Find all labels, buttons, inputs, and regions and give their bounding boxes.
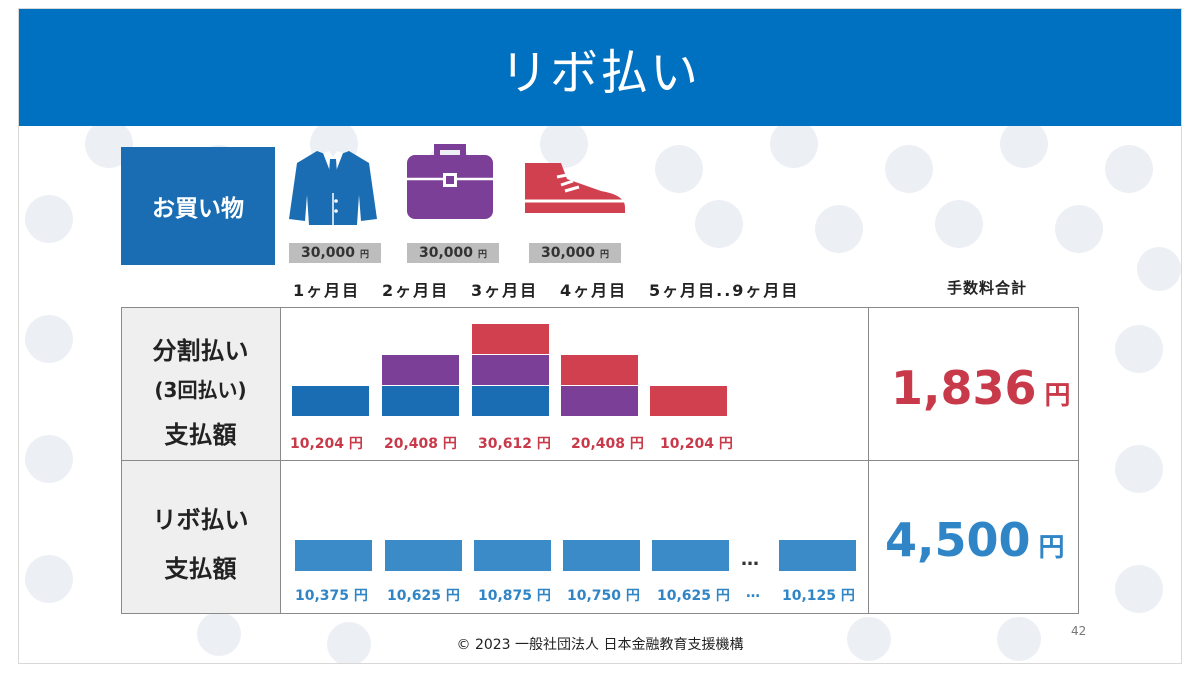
revolving-bar-4 bbox=[563, 540, 640, 571]
month-label-2: 2ヶ月目 bbox=[382, 281, 450, 300]
revolving-amount-3: 10,875 円 bbox=[478, 588, 551, 604]
revolving-amount-5: 10,625 円 bbox=[657, 588, 730, 604]
price-tag-shoe: 30,000 円 bbox=[529, 243, 621, 263]
jacket-icon bbox=[289, 151, 377, 225]
table-border-left bbox=[121, 307, 122, 614]
page-number: 42 bbox=[1071, 624, 1087, 638]
revolving-bar-ellipsis: … bbox=[741, 549, 759, 570]
installment-bar-m3-seg3 bbox=[472, 324, 549, 354]
installment-bar-m2-seg2 bbox=[382, 355, 459, 385]
price-unit: 円 bbox=[600, 249, 610, 260]
revolving-bar-3 bbox=[474, 540, 551, 571]
table-border-bottom bbox=[121, 613, 1079, 614]
price-unit: 円 bbox=[478, 249, 488, 260]
installment-bar-m3-seg1 bbox=[472, 386, 549, 416]
table-border-middle bbox=[121, 460, 1079, 461]
installment-fee-total: 1,836 円 bbox=[891, 361, 1071, 415]
revolving-amount-1: 10,375 円 bbox=[295, 588, 368, 604]
table-border-top bbox=[121, 307, 1079, 308]
month-label-3: 3ヶ月目 bbox=[471, 281, 539, 300]
installment-label-line2: (3回払い) bbox=[154, 378, 247, 402]
installment-fee-unit: 円 bbox=[1044, 381, 1071, 411]
installment-bar-m4-seg1 bbox=[561, 386, 638, 416]
installment-amount-3: 30,612 円 bbox=[478, 436, 551, 452]
revolving-fee-unit: 円 bbox=[1038, 533, 1065, 563]
installment-amount-2: 20,408 円 bbox=[384, 436, 457, 452]
installment-fee-value: 1,836 bbox=[891, 361, 1037, 415]
revolving-fee-value: 4,500 bbox=[885, 513, 1031, 567]
installment-bar-m1-seg1 bbox=[292, 386, 369, 416]
month-label-1: 1ヶ月目 bbox=[293, 281, 361, 300]
month-label-4: 4ヶ月目 bbox=[560, 281, 628, 300]
table-border-fee bbox=[868, 307, 869, 614]
slide: リボ払い お買い物 30,000 円 30,000 円 30,000 円 1ヶ月目 2… bbox=[18, 8, 1182, 664]
revolving-label-line1: リボ払い bbox=[152, 506, 249, 534]
installment-amount-4: 20,408 円 bbox=[571, 436, 644, 452]
installment-label-line3: 支払額 bbox=[164, 421, 237, 449]
revolving-amount-4: 10,750 円 bbox=[567, 588, 640, 604]
shopping-label: お買い物 bbox=[152, 196, 244, 222]
installment-amount-5: 10,204 円 bbox=[660, 436, 733, 452]
table-border-right bbox=[1078, 307, 1079, 614]
revolving-label-cell: リボ払い 支払額 bbox=[121, 460, 280, 613]
revolving-bar-1 bbox=[295, 540, 372, 571]
price-amount: 30,000 bbox=[418, 245, 473, 261]
table-border-label bbox=[280, 307, 281, 614]
revolving-bar-2 bbox=[385, 540, 462, 571]
title-bar: リボ払い bbox=[19, 9, 1181, 126]
revolving-bar-6 bbox=[779, 540, 856, 571]
price-amount: 30,000 bbox=[300, 245, 355, 261]
shoe-icon bbox=[525, 163, 625, 213]
installment-bar-m2-seg1 bbox=[382, 386, 459, 416]
revolving-fee-total: 4,500 円 bbox=[885, 513, 1065, 567]
installment-bar-m4-seg2 bbox=[561, 355, 638, 385]
briefcase-icon bbox=[407, 144, 493, 219]
revolving-bar-5 bbox=[652, 540, 729, 571]
fee-total-header: 手数料合計 bbox=[947, 279, 1028, 297]
revolving-amount-ellipsis: … bbox=[746, 585, 760, 601]
installment-label-line1: 分割払い bbox=[152, 337, 249, 365]
revolving-amount-2: 10,625 円 bbox=[387, 588, 460, 604]
installment-label-cell: 分割払い (3回払い) 支払額 bbox=[121, 307, 280, 460]
copyright-footer: © 2023 一般社団法人 日本金融教育支援機構 bbox=[456, 637, 744, 653]
price-tag-briefcase: 30,000 円 bbox=[407, 243, 499, 263]
month-label-5-9: 5ヶ月目..9ヶ月目 bbox=[649, 281, 800, 300]
revolving-amount-6: 10,125 円 bbox=[782, 588, 855, 604]
price-amount: 30,000 bbox=[540, 245, 595, 261]
price-tag-jacket: 30,000 円 bbox=[289, 243, 381, 263]
price-unit: 円 bbox=[360, 249, 370, 260]
installment-amount-1: 10,204 円 bbox=[290, 436, 363, 452]
installment-bar-m3-seg2 bbox=[472, 355, 549, 385]
revolving-label-line2: 支払額 bbox=[164, 555, 237, 583]
shopping-label-box: お買い物 bbox=[121, 147, 275, 265]
slide-title: リボ払い bbox=[499, 44, 700, 101]
installment-bar-m5-seg1 bbox=[650, 386, 727, 416]
